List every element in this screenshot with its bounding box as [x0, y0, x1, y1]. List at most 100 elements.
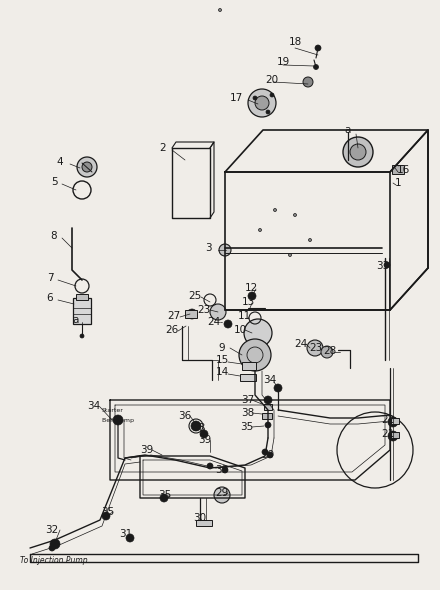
Text: 38: 38 [242, 408, 255, 418]
Circle shape [262, 449, 268, 455]
Circle shape [207, 463, 213, 469]
Text: 39: 39 [215, 465, 229, 475]
Circle shape [321, 346, 333, 358]
Text: 24: 24 [294, 339, 308, 349]
Text: 2: 2 [160, 143, 166, 153]
Text: 7: 7 [47, 273, 53, 283]
Circle shape [350, 144, 366, 160]
Circle shape [388, 417, 398, 427]
Text: 28: 28 [323, 346, 337, 356]
Text: 25: 25 [188, 291, 202, 301]
Bar [391, 432, 399, 438]
Text: 31: 31 [119, 529, 132, 539]
Text: 33: 33 [376, 261, 390, 271]
Text: 18: 18 [288, 37, 302, 47]
Text: 1: 1 [395, 178, 401, 188]
Text: 5: 5 [51, 177, 57, 187]
Bar [242, 362, 256, 370]
Circle shape [49, 545, 55, 551]
Text: 4: 4 [57, 157, 63, 167]
Text: 24: 24 [207, 317, 220, 327]
Circle shape [346, 158, 350, 162]
Circle shape [82, 162, 92, 172]
Text: 39: 39 [198, 435, 212, 445]
Circle shape [187, 309, 197, 319]
Text: 9: 9 [219, 343, 225, 353]
Text: 19: 19 [276, 57, 290, 67]
Text: 3: 3 [205, 243, 211, 253]
Circle shape [219, 244, 231, 256]
Circle shape [224, 320, 232, 328]
Circle shape [80, 334, 84, 338]
Circle shape [126, 534, 134, 542]
Circle shape [219, 8, 221, 11]
Circle shape [239, 339, 271, 371]
Bar [392, 165, 404, 174]
Text: 38: 38 [192, 423, 205, 433]
Text: 32: 32 [45, 525, 59, 535]
Circle shape [305, 79, 311, 85]
Text: Belt Pump: Belt Pump [102, 418, 134, 423]
Text: 20: 20 [265, 75, 279, 85]
Text: 29: 29 [215, 488, 229, 498]
Circle shape [264, 396, 272, 404]
Text: 23: 23 [198, 305, 211, 315]
Text: 17: 17 [229, 93, 242, 103]
Text: 13: 13 [242, 297, 255, 307]
Circle shape [248, 89, 276, 117]
Bar [391, 418, 399, 424]
Bar [196, 520, 212, 526]
Bar [240, 374, 256, 381]
Circle shape [274, 384, 282, 392]
Text: To Injection Pump: To Injection Pump [20, 556, 88, 565]
Text: 21: 21 [381, 429, 395, 439]
Circle shape [160, 494, 168, 502]
Text: 26: 26 [165, 325, 179, 335]
Bar [76, 294, 88, 300]
Circle shape [210, 304, 226, 320]
Circle shape [244, 319, 272, 347]
Circle shape [259, 228, 261, 231]
Circle shape [255, 96, 269, 110]
Circle shape [313, 64, 319, 70]
Circle shape [266, 110, 270, 114]
Circle shape [191, 421, 201, 431]
Circle shape [343, 137, 373, 167]
Text: 36: 36 [178, 411, 192, 421]
Text: 37: 37 [242, 395, 255, 405]
Text: a: a [345, 125, 351, 135]
Circle shape [200, 430, 208, 438]
Circle shape [50, 539, 60, 549]
Circle shape [307, 340, 323, 356]
Circle shape [384, 262, 390, 268]
Circle shape [77, 157, 97, 177]
Text: 12: 12 [244, 283, 258, 293]
Bar [262, 413, 272, 419]
Circle shape [270, 93, 274, 97]
Circle shape [289, 254, 291, 257]
Text: 39: 39 [261, 450, 275, 460]
Text: 14: 14 [215, 367, 229, 377]
Text: 8: 8 [51, 231, 57, 241]
Circle shape [267, 452, 273, 458]
Text: 30: 30 [194, 513, 206, 523]
Text: Starter: Starter [102, 408, 124, 413]
Text: 34: 34 [264, 375, 277, 385]
Bar [185, 310, 197, 318]
Circle shape [222, 467, 228, 473]
Text: 22: 22 [381, 415, 395, 425]
Circle shape [315, 45, 321, 51]
Text: 27: 27 [167, 311, 181, 321]
Circle shape [293, 214, 297, 217]
Text: 15: 15 [215, 355, 229, 365]
Text: 23: 23 [309, 343, 323, 353]
Text: 34: 34 [88, 401, 101, 411]
Text: 35: 35 [101, 507, 115, 517]
Circle shape [102, 512, 110, 520]
Circle shape [253, 96, 257, 100]
Circle shape [214, 487, 230, 503]
Circle shape [303, 77, 313, 87]
Text: 10: 10 [234, 325, 246, 335]
Circle shape [308, 238, 312, 241]
Circle shape [248, 292, 256, 300]
